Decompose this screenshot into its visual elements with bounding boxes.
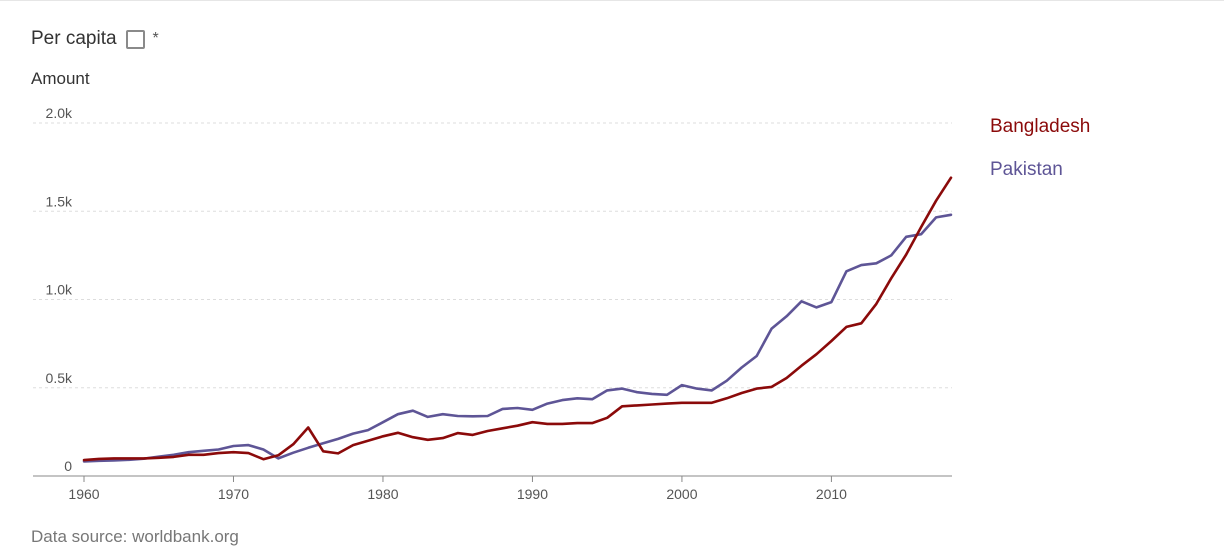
y-tick-label: 1.0k [46,282,73,298]
per-capita-asterisk: * [152,30,159,47]
x-tick-label: 2000 [666,486,697,502]
legend-item-bangladesh[interactable]: Bangladesh [990,116,1091,137]
series-line-bangladesh [82,176,953,462]
x-tick-label: 1970 [218,486,249,502]
x-tick-label: 1980 [367,486,398,502]
y-tick-label: 0.5k [46,370,73,386]
per-capita-toggle[interactable]: Per capita * [31,28,159,50]
y-tick-label: 2.0k [46,105,73,121]
per-capita-label: Per capita [31,28,117,49]
y-tick-label: 1.5k [46,193,73,209]
y-tick-label: 0 [64,458,72,474]
data-source-label: Data source: worldbank.org [31,527,239,546]
x-tick-label: 1990 [517,486,548,502]
x-tick-label: 2010 [816,486,847,502]
legend-item-pakistan[interactable]: Pakistan [990,159,1063,180]
top-divider [0,0,1224,1]
y-axis-title: Amount [31,69,90,88]
x-tick-label: 1960 [68,486,99,502]
series-line-pakistan [82,213,953,463]
per-capita-checkbox[interactable] [125,29,145,49]
